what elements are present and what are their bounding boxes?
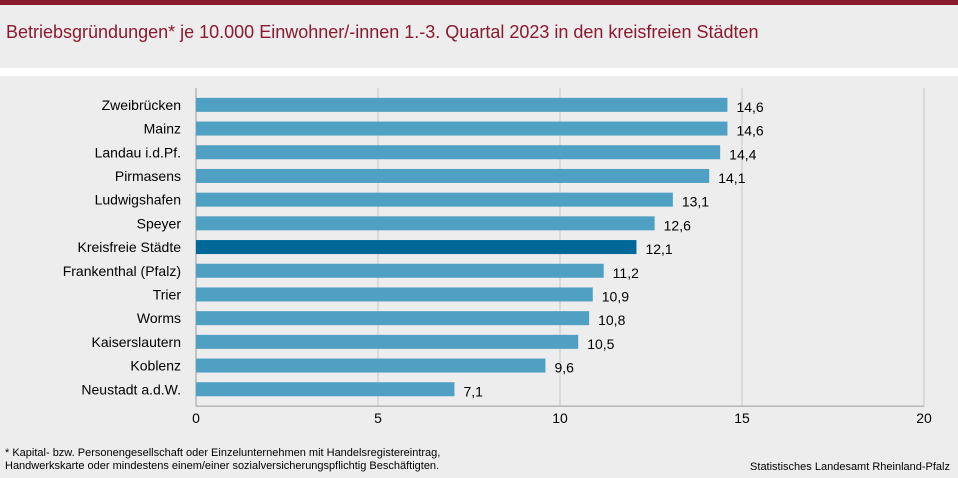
- category-label: Kreisfreie Städte: [78, 239, 182, 255]
- data-label: 11,2: [613, 265, 639, 281]
- category-label: Koblenz: [130, 358, 181, 374]
- data-label: 12,6: [664, 217, 691, 233]
- x-tick-label: 20: [916, 410, 932, 426]
- bar: [196, 358, 546, 373]
- bar: [196, 121, 728, 136]
- footnote-line-2: Handwerkskarte oder mindestens einem/ein…: [5, 460, 440, 472]
- data-label: 10,9: [602, 288, 629, 304]
- bar: [196, 216, 655, 231]
- category-label: Trier: [153, 286, 182, 302]
- bar: [196, 311, 590, 326]
- chart-title: Betriebsgründungen* je 10.000 Einwohner/…: [6, 22, 759, 42]
- category-label: Frankenthal (Pfalz): [63, 263, 181, 279]
- category-label: Kaiserslautern: [92, 334, 182, 350]
- data-label: 14,6: [736, 123, 763, 139]
- category-label: Ludwigshafen: [95, 192, 181, 208]
- header-separator: [0, 68, 958, 76]
- top-accent-bar: [0, 0, 958, 5]
- data-label: 10,8: [598, 312, 625, 328]
- bar: [196, 192, 673, 207]
- x-tick-label: 5: [374, 410, 382, 426]
- category-label: Worms: [137, 310, 181, 326]
- bar: [196, 382, 455, 397]
- category-label: Zweibrücken: [102, 97, 181, 113]
- x-tick-label: 0: [192, 410, 200, 426]
- bar: [196, 263, 604, 278]
- data-label: 10,5: [587, 336, 614, 352]
- category-label: Neustadt a.d.W.: [81, 381, 181, 397]
- category-label: Pirmasens: [115, 168, 181, 184]
- bar-chart: 0 5 10 15 20 Zweibrücken 14,6 Mainz 14,6 Landau i…: [63, 88, 932, 426]
- source-credit: Statistisches Landesamt Rheinland-Pfalz: [750, 461, 950, 473]
- bar: [196, 168, 710, 183]
- category-label: Landau i.d.Pf.: [95, 144, 181, 160]
- data-label: 12,1: [645, 241, 672, 257]
- bar: [196, 334, 579, 349]
- bar: [196, 145, 721, 160]
- data-label: 9,6: [554, 360, 574, 376]
- data-label: 14,1: [718, 170, 745, 186]
- data-label: 7,1: [463, 383, 483, 399]
- footnote: * Kapital- bzw. Personengesellschaft ode…: [5, 447, 440, 473]
- data-label: 14,6: [736, 99, 763, 115]
- data-label: 14,4: [729, 146, 756, 162]
- category-label: Speyer: [137, 215, 182, 231]
- bar: [196, 287, 593, 302]
- x-tick-label: 15: [734, 410, 750, 426]
- category-label: Mainz: [144, 121, 181, 137]
- bar: [196, 97, 728, 112]
- bar-highlight: [196, 240, 637, 255]
- footnote-line-1: * Kapital- bzw. Personengesellschaft ode…: [5, 447, 441, 459]
- data-label: 13,1: [682, 194, 709, 210]
- x-tick-label: 10: [552, 410, 568, 426]
